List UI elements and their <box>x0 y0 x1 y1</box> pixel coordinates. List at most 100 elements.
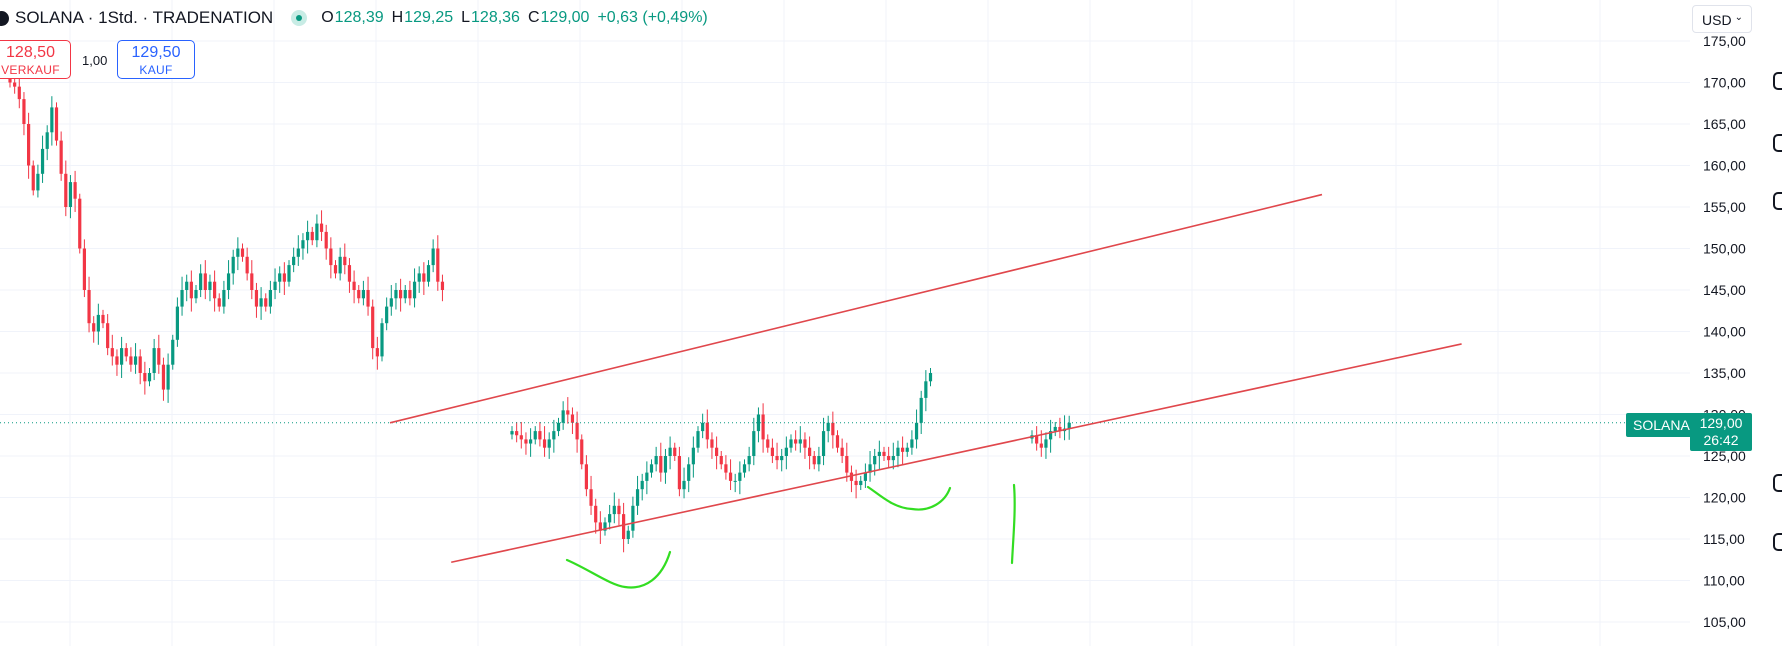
candle-body <box>133 356 138 365</box>
candle-body <box>31 165 35 191</box>
candle-body <box>775 456 779 461</box>
candle-body <box>761 414 765 440</box>
candle-body <box>287 265 291 282</box>
candle-body <box>138 356 142 373</box>
candle-body <box>673 447 677 456</box>
candle-body <box>431 248 435 266</box>
candle-body <box>422 273 426 282</box>
watchlist-icon[interactable] <box>1773 192 1782 210</box>
calendar-icon[interactable] <box>1773 474 1782 492</box>
candle-body <box>608 514 612 523</box>
candle-body <box>22 99 26 124</box>
candle-body <box>13 82 17 87</box>
candle-body <box>831 422 835 436</box>
open-label: O <box>321 9 334 26</box>
price-tick-label: 165,00 <box>1703 116 1746 132</box>
sell-button[interactable]: 128,50 VERKAUF <box>0 40 71 79</box>
high-value: 129,25 <box>404 9 454 26</box>
candle-body <box>901 447 905 452</box>
candle-body <box>329 248 333 266</box>
candle-body <box>129 356 133 365</box>
candle-body <box>217 298 221 307</box>
candle-body <box>924 381 928 398</box>
candle-body <box>928 373 933 382</box>
buy-label: KAUF <box>139 63 173 77</box>
ohlc-open: O128,39 <box>321 9 383 27</box>
candle-body <box>589 489 593 506</box>
candle-body <box>728 472 733 481</box>
candle-body <box>798 439 802 444</box>
candle-body <box>385 306 389 324</box>
candle-body <box>719 456 723 465</box>
candle-body <box>510 431 514 435</box>
candle-body <box>784 447 788 456</box>
price-axis[interactable]: 105,00110,00115,00120,00125,00130,00135,… <box>1690 0 1768 646</box>
candle-body <box>208 281 212 290</box>
candle-body <box>770 447 774 456</box>
chevron-down-icon: ⌄ <box>1734 12 1743 23</box>
candle-body <box>873 456 877 465</box>
candle-body <box>710 439 714 448</box>
price-tick-label: 160,00 <box>1703 158 1746 174</box>
candle-body <box>189 281 193 299</box>
price-tick-label: 140,00 <box>1703 324 1746 340</box>
freehand-annotations[interactable] <box>565 483 1016 589</box>
news-icon[interactable] <box>1773 533 1782 551</box>
candle-body <box>120 348 124 365</box>
candle-body <box>101 314 105 324</box>
candle-body <box>282 273 286 282</box>
trendlines[interactable] <box>389 193 1462 564</box>
open-value: 128,39 <box>334 9 384 26</box>
candle-body <box>780 456 784 461</box>
candle-body <box>412 281 417 299</box>
symbol-legend: SOLANA · 1Std. · TRADENATION O128,39 H12… <box>0 6 708 30</box>
candle-body <box>645 472 649 481</box>
candle-body <box>691 447 695 465</box>
candle-body <box>542 439 547 448</box>
candle-body <box>635 489 640 506</box>
buy-button[interactable]: 129,50 KAUF <box>117 40 195 79</box>
price-tick-label: 105,00 <box>1703 614 1746 630</box>
candle-body <box>766 439 770 448</box>
candle-body <box>663 456 668 473</box>
candle-body <box>166 364 170 390</box>
ohlc-close: C129,00 <box>528 9 590 27</box>
candle-body <box>92 323 96 332</box>
candle-body <box>696 431 700 448</box>
trendline-lower <box>451 343 1462 564</box>
price-axis-background <box>1690 0 1768 646</box>
price-tick-label: 115,00 <box>1703 531 1745 547</box>
candle-body <box>124 348 128 357</box>
candle-body <box>147 373 152 382</box>
candle-body <box>403 290 407 299</box>
candle-body <box>812 456 816 465</box>
candle-body <box>96 314 100 332</box>
candle-body <box>1044 439 1048 448</box>
candle-body <box>887 456 891 461</box>
candle-body <box>73 182 77 199</box>
currency-select[interactable]: USD ⌄ <box>1692 5 1752 33</box>
object-tree-icon[interactable] <box>1773 134 1782 152</box>
candle-body <box>394 290 398 299</box>
candle-body <box>594 505 598 523</box>
candle-body <box>914 422 919 440</box>
candle-body <box>268 290 272 307</box>
candle-body <box>905 447 909 452</box>
candle-body <box>789 439 793 448</box>
candle-body <box>705 422 709 440</box>
solana-logo-icon <box>0 10 9 26</box>
order-quantity[interactable]: 1,00 <box>82 53 108 68</box>
candle-body <box>250 273 254 290</box>
candle-body <box>259 298 263 307</box>
alert-clock-icon[interactable] <box>1773 72 1782 90</box>
candle-body <box>417 273 421 282</box>
candle-body <box>538 431 542 440</box>
candle-body <box>724 464 728 473</box>
candle-body <box>78 198 82 249</box>
symbol-title[interactable]: SOLANA · 1Std. · TRADENATION <box>15 8 274 27</box>
candle-body <box>296 248 300 257</box>
price-tick-label: 125,00 <box>1703 448 1746 464</box>
price-tick-label: 145,00 <box>1703 282 1746 298</box>
annotation-stroke-vertical <box>1010 483 1016 565</box>
